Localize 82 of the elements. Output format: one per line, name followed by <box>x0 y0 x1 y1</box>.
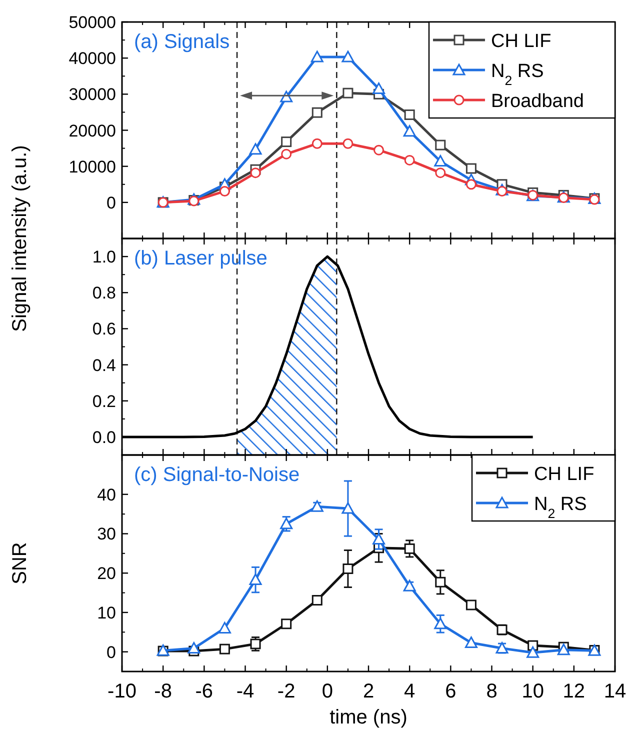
point <box>281 136 292 148</box>
point <box>403 125 416 137</box>
legend-label: Broadband <box>491 91 584 112</box>
y-axis-title: SNR <box>9 542 31 584</box>
x-tick-label: -6 <box>195 680 214 702</box>
x-tick-label: 10 <box>522 680 544 702</box>
point <box>281 148 292 160</box>
y-tick-label: 0 <box>106 193 116 212</box>
y-tick-label: 0 <box>106 642 116 662</box>
legend-label: N$_{2}$ RS <box>534 494 587 520</box>
point <box>466 163 476 174</box>
y-axis-title: Signal intensity (a.u.) <box>9 145 31 332</box>
x-tick-label: 6 <box>445 680 456 702</box>
point <box>312 107 322 118</box>
point <box>218 622 231 634</box>
y-tick-label: 0.6 <box>92 320 116 339</box>
y-tick-label: 0.2 <box>92 392 116 411</box>
point <box>526 646 540 658</box>
x-tick-label: 14 <box>604 680 626 702</box>
point <box>188 642 200 654</box>
point <box>434 618 447 630</box>
point <box>342 138 354 149</box>
legend-label: CH LIF <box>491 31 552 52</box>
point <box>372 82 386 94</box>
point <box>249 143 262 155</box>
point <box>312 138 322 149</box>
x-tick-label: -2 <box>277 680 296 702</box>
chart-title: (a) Signals <box>134 31 230 53</box>
point <box>496 186 508 196</box>
x-tick-label: 8 <box>486 680 498 702</box>
point <box>374 144 384 156</box>
y-tick-label: 0.8 <box>92 284 116 303</box>
text: (c) Signal-to-Noise <box>134 464 300 486</box>
x-tick-label: 0 <box>322 680 333 702</box>
x-tick-label: -4 <box>236 680 254 702</box>
point <box>310 500 324 512</box>
x-tick-label: -10 <box>108 680 136 702</box>
y-tick-label: 0.0 <box>92 428 116 447</box>
point <box>404 154 415 166</box>
point <box>404 543 415 554</box>
point <box>280 518 293 530</box>
point <box>466 179 476 190</box>
y-tick-label: 40 <box>97 485 116 504</box>
point <box>219 186 230 196</box>
point <box>435 576 446 588</box>
point <box>281 618 292 630</box>
x-tick-label: -8 <box>154 680 172 702</box>
point <box>404 109 415 120</box>
point <box>342 50 354 62</box>
point <box>372 532 386 544</box>
point <box>464 636 478 648</box>
point <box>557 644 570 656</box>
point <box>312 595 322 606</box>
text: (b) Laser pulse <box>134 248 268 270</box>
x-tick-label: 12 <box>562 680 586 702</box>
y-tick-label: 10000 <box>68 157 116 176</box>
y-tick-label: 1.0 <box>92 248 116 267</box>
point <box>466 600 476 610</box>
y-tick-label: 10 <box>97 603 116 622</box>
x-axis-title: time (ns) <box>330 706 408 728</box>
y-tick-label: 30 <box>97 524 116 544</box>
y-tick-label: 30000 <box>68 85 116 104</box>
y-tick-label: 20000 <box>68 121 116 140</box>
point <box>342 502 354 514</box>
point <box>249 574 262 586</box>
y-tick-label: 50000 <box>68 13 116 32</box>
y-tick-label: 20 <box>97 564 116 584</box>
x-tick-label: 2 <box>362 680 374 702</box>
point <box>434 155 447 167</box>
point <box>435 140 446 150</box>
point <box>250 168 261 178</box>
point <box>342 88 354 98</box>
y-tick-label: 40000 <box>68 49 116 68</box>
point <box>219 644 230 654</box>
legend-label: CH LIF <box>534 464 594 485</box>
x-tick-label: 4 <box>404 680 416 702</box>
point <box>435 168 446 178</box>
point <box>403 580 416 592</box>
legend-label: N$_{2}$ RS <box>491 61 544 88</box>
point <box>310 50 324 62</box>
y-tick-label: 0.4 <box>92 356 116 375</box>
point <box>342 564 354 574</box>
